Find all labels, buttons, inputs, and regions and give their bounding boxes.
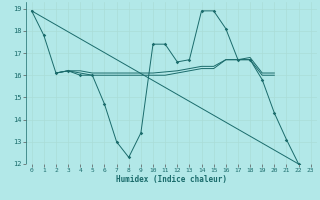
X-axis label: Humidex (Indice chaleur): Humidex (Indice chaleur) xyxy=(116,175,227,184)
